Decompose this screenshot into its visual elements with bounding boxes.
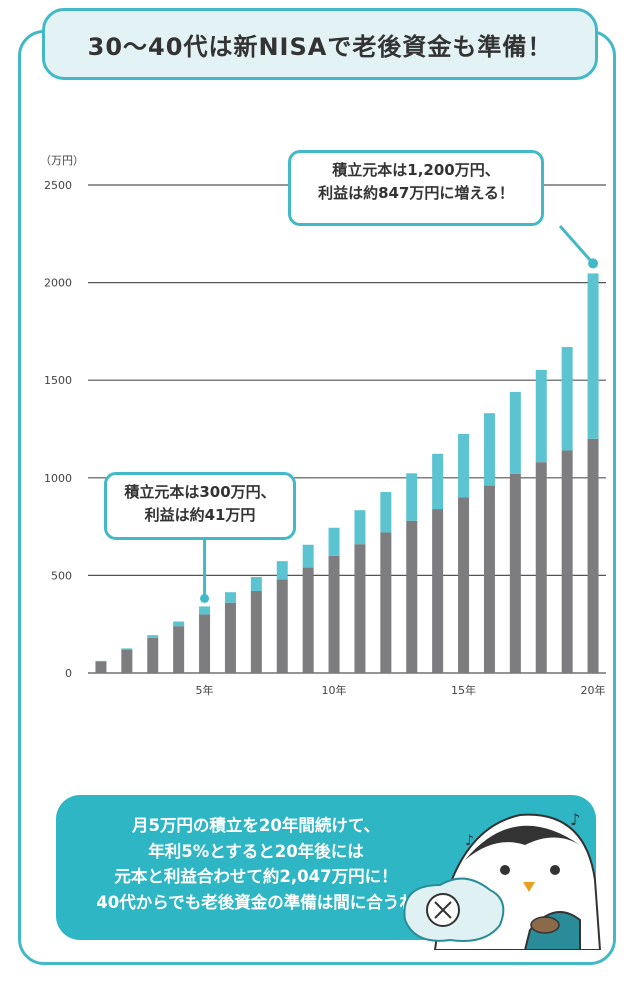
y-tick-label: 2500 [44,179,72,192]
y-tick-label: 2000 [44,277,72,290]
summary-line: 元本と利益合わせて約2,047万円に！ [114,867,398,887]
svg-text:♪: ♪ [570,810,580,829]
y-tick-label: 1500 [44,374,72,387]
bar-principal [199,614,211,673]
callout-year5: 積立元本は300万円、 利益は約41万円 [104,472,296,540]
bar-principal [406,520,418,673]
bar-profit [587,273,599,439]
bar-principal [95,661,107,673]
stacked-bar-chart: （万円） 0 500 1000 1500 2000 2500 5年 10年 15年 20年 [40,154,606,697]
x-tick-label: 10年 [322,683,347,697]
penguin-illustration: ♪ ♪ [403,810,602,950]
bar-profit [380,492,392,533]
bar-principal [380,532,392,673]
y-unit-label: （万円） [40,154,84,167]
bar-profit [199,606,211,615]
bar-profit [406,473,418,521]
bar-principal [328,555,340,673]
bar-profit [224,592,236,603]
bar-profit [354,510,366,545]
bar-profit [328,527,340,556]
bar-profit [509,391,521,474]
callout-year20-line2: 利益は約847万円に増える！ [318,184,514,203]
callout-year20-dot [588,258,599,269]
page-title: 30～40代は新NISAで老後資金も準備！ [42,8,598,80]
callout-year20: 積立元本は1,200万円、 利益は約847万円に増える！ [288,150,544,226]
bar-profit [432,453,444,510]
summary-line: 40代からでも老後資金の準備は間に合うね [96,892,416,912]
bar-principal [587,438,599,673]
bar-profit [561,347,573,451]
x-tick-label: 15年 [451,683,476,697]
bar-profit [250,576,262,592]
bar-principal [432,509,444,673]
summary-line: 月5万円の積立を20年間続けて、 [131,816,381,835]
callout-year5-line1: 積立元本は300万円、 [124,483,276,501]
bar-principal [173,626,185,673]
bar-principal [458,497,470,673]
bar-profit [147,635,159,638]
bar-principal [535,462,547,673]
bar-principal [276,579,288,673]
bar-principal [147,637,159,673]
x-tick-label: 5年 [196,683,214,697]
svg-text:♪: ♪ [465,833,474,849]
bar-profit [535,369,547,463]
bar-principal [561,450,573,673]
callout-year5-line2: 利益は約41万円 [144,506,256,525]
bar-profit [173,621,185,627]
summary-text: 月5万円の積立を20年間続けて、 年利5%とすると20年後には 元本と利益合わせ… [66,813,446,915]
bar-principal [250,591,262,673]
bar-principal [302,567,314,673]
summary-line: 年利5%とすると20年後には [148,841,364,861]
bar-profit [302,544,314,568]
callout-year20-leader [558,225,595,265]
y-tick-label: 500 [51,569,72,582]
bar-principal [483,485,495,673]
y-tick-label: 0 [65,667,72,680]
y-tick-label: 1000 [44,472,72,485]
bar-principal [509,473,521,673]
bar-principal [121,649,133,673]
bar-principal [354,544,366,673]
bar-profit [276,561,288,580]
bar-profit [483,413,495,486]
callout-year5-dot [200,593,210,603]
bar-principal [224,602,236,673]
bar-profit [458,433,470,498]
bar-profit [121,648,133,650]
callout-year20-line1: 積立元本は1,200万円、 [332,161,500,179]
x-tick-label: 20年 [581,683,606,697]
